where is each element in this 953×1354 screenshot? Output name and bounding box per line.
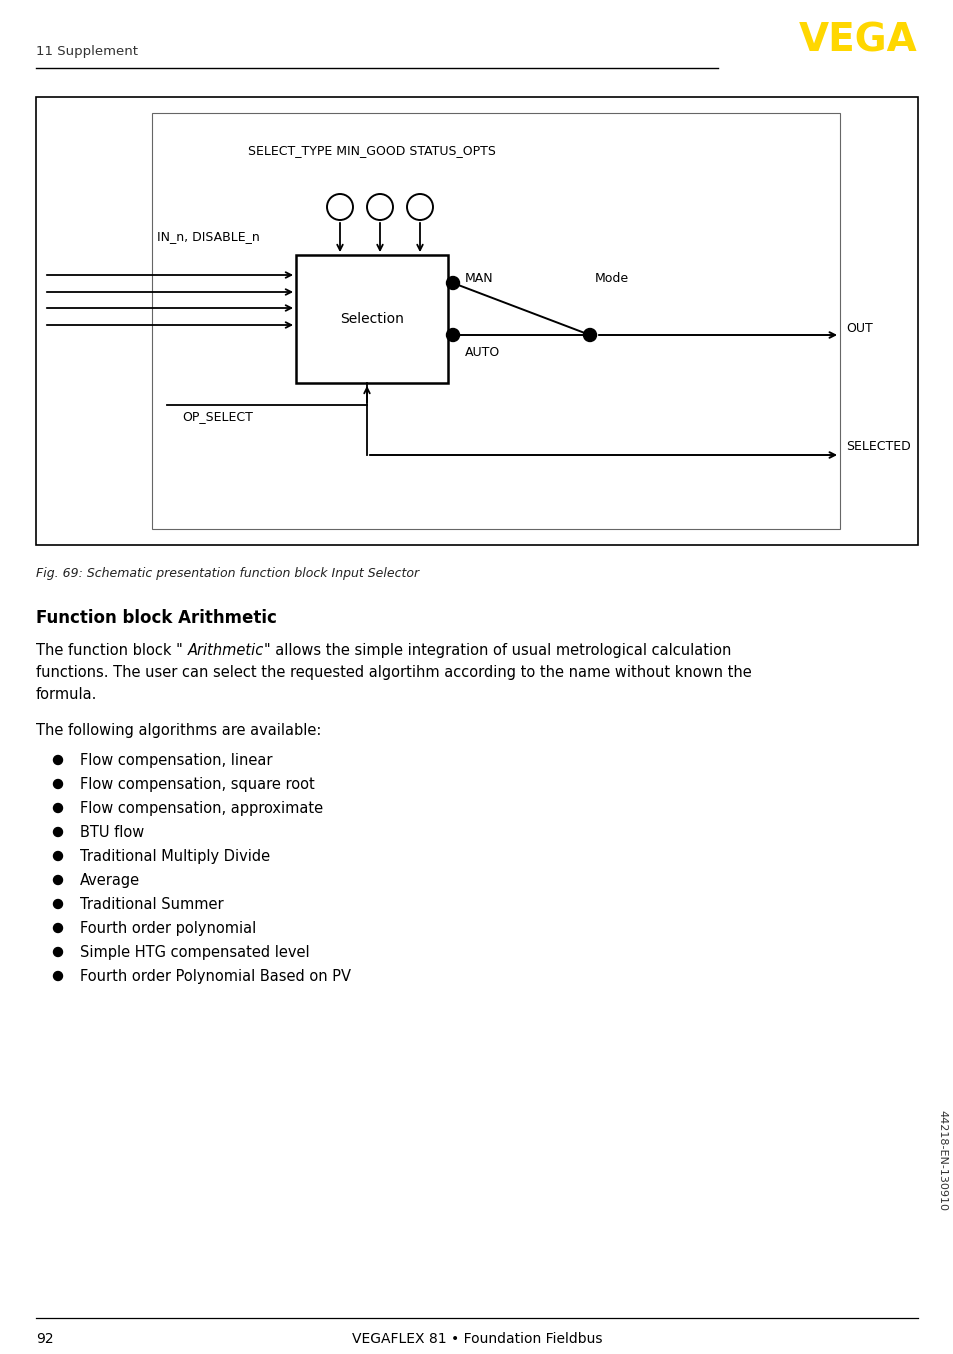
Text: 92: 92 — [36, 1332, 53, 1346]
Bar — [152, 112, 840, 529]
Text: OP_SELECT: OP_SELECT — [182, 410, 253, 424]
Text: IN_n, DISABLE_n: IN_n, DISABLE_n — [157, 230, 259, 244]
Bar — [36, 97, 917, 546]
Circle shape — [53, 899, 63, 909]
Text: 11 Supplement: 11 Supplement — [36, 46, 138, 58]
Text: Simple HTG compensated level: Simple HTG compensated level — [80, 945, 310, 960]
Circle shape — [53, 876, 63, 884]
Text: Average: Average — [80, 873, 140, 888]
Text: formula.: formula. — [36, 686, 97, 701]
Circle shape — [53, 780, 63, 788]
Text: Fourth order Polynomial Based on PV: Fourth order Polynomial Based on PV — [80, 969, 351, 984]
Text: VEGAFLEX 81 • Foundation Fieldbus: VEGAFLEX 81 • Foundation Fieldbus — [352, 1332, 601, 1346]
Text: AUTO: AUTO — [464, 347, 499, 360]
Text: The following algorithms are available:: The following algorithms are available: — [36, 723, 321, 738]
Circle shape — [583, 329, 596, 341]
Circle shape — [53, 756, 63, 765]
Circle shape — [53, 803, 63, 812]
Text: " allows the simple integration of usual metrological calculation: " allows the simple integration of usual… — [264, 643, 731, 658]
Text: functions. The user can select the requested algortihm according to the name wit: functions. The user can select the reque… — [36, 665, 751, 680]
Text: OUT: OUT — [845, 322, 872, 336]
Circle shape — [407, 194, 433, 219]
Bar — [295, 255, 448, 383]
Text: Fourth order polynomial: Fourth order polynomial — [80, 921, 256, 936]
Circle shape — [327, 194, 353, 219]
Text: VEGA: VEGA — [799, 22, 917, 60]
Circle shape — [53, 948, 63, 956]
Text: 44218-EN-130910: 44218-EN-130910 — [936, 1109, 946, 1210]
Text: Selection: Selection — [339, 311, 403, 326]
Circle shape — [53, 852, 63, 861]
Circle shape — [446, 276, 459, 290]
Text: Traditional Multiply Divide: Traditional Multiply Divide — [80, 849, 270, 864]
Text: Traditional Summer: Traditional Summer — [80, 896, 223, 913]
Circle shape — [446, 329, 459, 341]
Text: SELECT_TYPE MIN_GOOD STATUS_OPTS: SELECT_TYPE MIN_GOOD STATUS_OPTS — [248, 145, 496, 157]
Circle shape — [53, 827, 63, 837]
Text: Flow compensation, approximate: Flow compensation, approximate — [80, 802, 323, 816]
Text: Arithmetic: Arithmetic — [188, 643, 264, 658]
Text: BTU flow: BTU flow — [80, 825, 144, 839]
Text: Function block Arithmetic: Function block Arithmetic — [36, 609, 276, 627]
Text: Fig. 69: Schematic presentation function block Input Selector: Fig. 69: Schematic presentation function… — [36, 567, 418, 580]
Text: MAN: MAN — [464, 272, 493, 284]
Text: Mode: Mode — [595, 272, 628, 284]
Text: The function block ": The function block " — [36, 643, 183, 658]
Text: Flow compensation, square root: Flow compensation, square root — [80, 777, 314, 792]
Text: SELECTED: SELECTED — [845, 440, 910, 454]
Circle shape — [53, 972, 63, 980]
Text: Flow compensation, linear: Flow compensation, linear — [80, 753, 273, 768]
Circle shape — [53, 923, 63, 933]
Circle shape — [367, 194, 393, 219]
